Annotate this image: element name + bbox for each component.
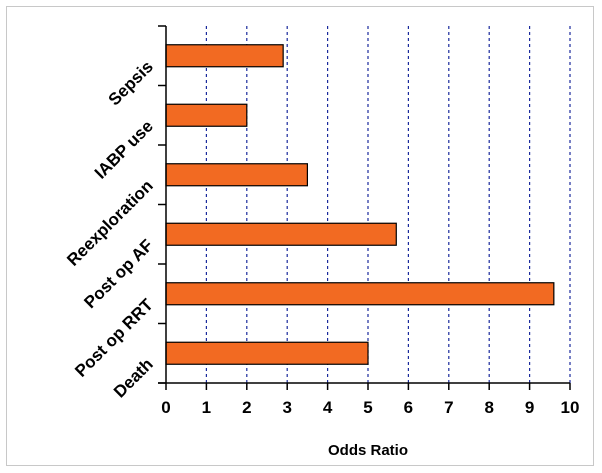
x-tick-label: 4: [323, 398, 333, 417]
category-label-death: Death: [110, 355, 157, 402]
x-tick-label: 7: [444, 398, 453, 417]
x-tick-label: 8: [484, 398, 493, 417]
x-tick-label: 1: [202, 398, 211, 417]
category-label-iabp-use: IABP use: [91, 117, 157, 183]
x-tick-label: 2: [242, 398, 251, 417]
bars: [165, 44, 555, 365]
x-axis-title: Odds Ratio: [328, 442, 408, 459]
category-label-sepsis: Sepsis: [105, 57, 157, 109]
bar-iabp-use: [165, 103, 248, 127]
bar-death: [165, 341, 369, 365]
x-tick-label: 3: [282, 398, 291, 417]
x-tick-labels: 0 1 2 3 4 5 6 7 8 9 10: [161, 398, 579, 417]
x-tick-label: 0: [161, 398, 170, 417]
x-tick-label: 5: [363, 398, 372, 417]
grid-lines: [205, 26, 571, 383]
bar-post-op-rrt: [165, 282, 555, 306]
bar-sepsis: [165, 44, 284, 68]
x-tick-label: 9: [525, 398, 534, 417]
bar-reexploration: [165, 163, 308, 187]
axes: [158, 25, 571, 390]
x-tick-label: 6: [404, 398, 413, 417]
bar-post-op-af: [165, 222, 397, 246]
x-tick-label: 10: [561, 398, 580, 417]
